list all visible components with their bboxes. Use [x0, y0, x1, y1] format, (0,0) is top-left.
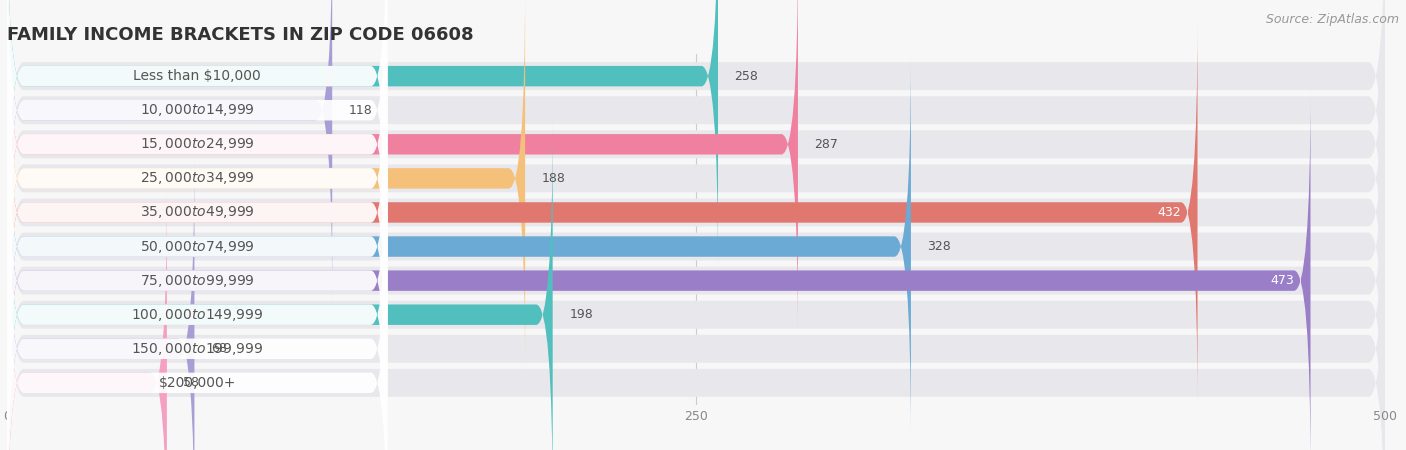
Text: $10,000 to $14,999: $10,000 to $14,999 — [139, 102, 254, 118]
FancyBboxPatch shape — [7, 0, 387, 305]
FancyBboxPatch shape — [7, 0, 524, 373]
FancyBboxPatch shape — [7, 18, 387, 407]
FancyBboxPatch shape — [7, 86, 387, 450]
FancyBboxPatch shape — [7, 0, 799, 338]
FancyBboxPatch shape — [7, 0, 1385, 335]
FancyBboxPatch shape — [7, 22, 1385, 403]
FancyBboxPatch shape — [7, 192, 1385, 450]
FancyBboxPatch shape — [7, 124, 1385, 450]
Text: $15,000 to $24,999: $15,000 to $24,999 — [139, 136, 254, 152]
Text: $25,000 to $34,999: $25,000 to $34,999 — [139, 171, 254, 186]
Text: 118: 118 — [349, 104, 373, 117]
Text: FAMILY INCOME BRACKETS IN ZIP CODE 06608: FAMILY INCOME BRACKETS IN ZIP CODE 06608 — [7, 26, 474, 44]
FancyBboxPatch shape — [7, 0, 387, 270]
Text: $50,000 to $74,999: $50,000 to $74,999 — [139, 238, 254, 255]
FancyBboxPatch shape — [7, 52, 911, 441]
FancyBboxPatch shape — [7, 0, 1385, 369]
FancyBboxPatch shape — [7, 189, 387, 450]
Text: $200,000+: $200,000+ — [159, 376, 236, 390]
Text: $35,000 to $49,999: $35,000 to $49,999 — [139, 204, 254, 220]
Text: $150,000 to $199,999: $150,000 to $199,999 — [131, 341, 263, 357]
Text: Less than $10,000: Less than $10,000 — [134, 69, 262, 83]
FancyBboxPatch shape — [7, 121, 553, 450]
FancyBboxPatch shape — [7, 90, 1385, 450]
FancyBboxPatch shape — [7, 52, 387, 441]
FancyBboxPatch shape — [7, 189, 167, 450]
FancyBboxPatch shape — [7, 0, 387, 373]
FancyBboxPatch shape — [7, 56, 1385, 437]
Text: 432: 432 — [1157, 206, 1181, 219]
FancyBboxPatch shape — [7, 158, 1385, 450]
FancyBboxPatch shape — [7, 0, 1385, 301]
Text: 287: 287 — [814, 138, 838, 151]
FancyBboxPatch shape — [7, 0, 1385, 267]
Text: 328: 328 — [928, 240, 952, 253]
Text: 473: 473 — [1270, 274, 1294, 287]
Text: 58: 58 — [183, 376, 200, 389]
Text: $100,000 to $149,999: $100,000 to $149,999 — [131, 307, 263, 323]
FancyBboxPatch shape — [7, 154, 194, 450]
Text: $75,000 to $99,999: $75,000 to $99,999 — [139, 273, 254, 288]
FancyBboxPatch shape — [7, 0, 387, 338]
FancyBboxPatch shape — [7, 0, 332, 305]
FancyBboxPatch shape — [7, 0, 718, 270]
FancyBboxPatch shape — [7, 121, 387, 450]
Text: 198: 198 — [569, 308, 593, 321]
Text: Source: ZipAtlas.com: Source: ZipAtlas.com — [1265, 14, 1399, 27]
FancyBboxPatch shape — [7, 18, 1198, 407]
Text: 258: 258 — [734, 70, 758, 83]
FancyBboxPatch shape — [7, 86, 1310, 450]
Text: 68: 68 — [211, 342, 226, 355]
Text: 188: 188 — [541, 172, 565, 185]
FancyBboxPatch shape — [7, 154, 387, 450]
